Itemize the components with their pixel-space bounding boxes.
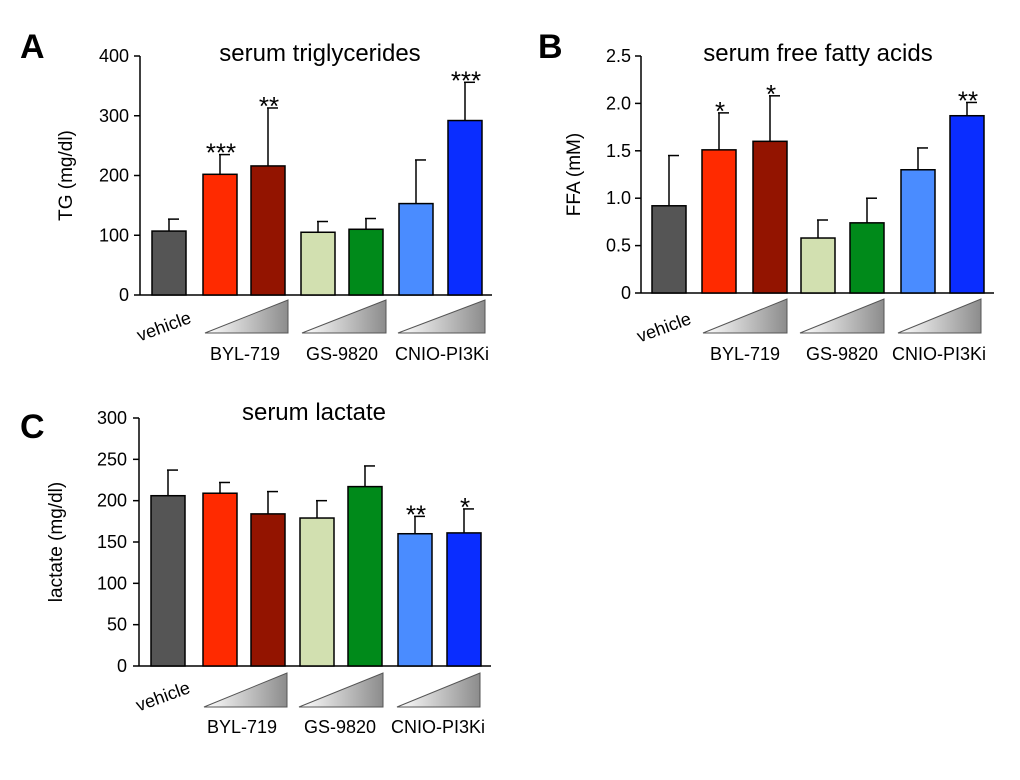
bar	[800, 237, 836, 294]
chart-title: serum triglycerides	[219, 40, 420, 67]
group-label: GS-9820	[806, 344, 878, 364]
y-tick-label: 0	[117, 656, 127, 676]
y-tick-label: 1.0	[606, 188, 631, 208]
panel-label: B	[538, 28, 563, 66]
bar	[447, 119, 483, 296]
y-tick-label: 0	[621, 283, 631, 303]
group-label: BYL-719	[207, 717, 277, 737]
bar	[202, 492, 238, 667]
significance-label: *	[715, 96, 725, 126]
dose-triangle	[897, 298, 982, 334]
bar	[397, 532, 433, 667]
y-tick-label: 200	[97, 491, 127, 511]
bar	[150, 494, 186, 667]
dose-triangle	[301, 299, 387, 334]
significance-label: **	[259, 91, 279, 121]
y-tick-label: 50	[107, 615, 127, 635]
bar	[651, 205, 687, 294]
significance-label: **	[958, 85, 978, 115]
y-tick-label: 400	[99, 46, 129, 66]
significance-label: ***	[206, 138, 236, 168]
dose-triangle	[397, 299, 486, 334]
group-label: BYL-719	[210, 344, 280, 364]
bar	[348, 228, 384, 296]
bar	[250, 513, 286, 667]
chart-title: serum free fatty acids	[703, 40, 932, 67]
bar	[398, 202, 434, 296]
y-axis-label: lactate (mg/dl)	[46, 482, 67, 602]
bar	[250, 165, 286, 296]
dose-triangle	[203, 672, 288, 708]
y-tick-label: 100	[99, 225, 129, 245]
y-tick-label: 2.0	[606, 93, 631, 113]
dose-triangle	[204, 299, 289, 334]
group-label: BYL-719	[710, 344, 780, 364]
bar	[949, 114, 985, 294]
y-tick-label: 300	[97, 408, 127, 428]
dose-triangle	[396, 672, 481, 708]
bar	[151, 230, 187, 296]
bar	[300, 231, 336, 296]
y-tick-label: 250	[97, 449, 127, 469]
dose-triangle	[799, 298, 885, 334]
group-label: CNIO-PI3Ki	[395, 344, 489, 364]
bar	[849, 222, 885, 294]
significance-label: *	[766, 79, 776, 109]
bar	[701, 149, 737, 294]
bar	[347, 485, 383, 667]
chart-title: serum lactate	[242, 399, 386, 426]
y-tick-label: 300	[99, 106, 129, 126]
bar	[202, 173, 238, 296]
bar	[752, 140, 788, 294]
y-tick-label: 2.5	[606, 46, 631, 66]
panel-label: C	[20, 408, 45, 446]
dose-triangle	[702, 298, 788, 334]
significance-label: ***	[451, 65, 481, 95]
group-label: CNIO-PI3Ki	[391, 717, 485, 737]
significance-label: *	[460, 492, 470, 522]
group-label: CNIO-PI3Ki	[892, 344, 986, 364]
vehicle-label: vehicle	[634, 308, 693, 346]
bar	[299, 517, 335, 667]
y-axis-label: TG (mg/dl)	[56, 130, 77, 221]
y-tick-label: 100	[97, 573, 127, 593]
y-tick-label: 200	[99, 166, 129, 186]
y-tick-label: 0.5	[606, 236, 631, 256]
bar	[900, 169, 936, 294]
dose-triangle	[298, 672, 384, 708]
panel-label: A	[20, 28, 45, 66]
y-tick-label: 150	[97, 532, 127, 552]
y-axis-label: FFA (mM)	[564, 133, 585, 216]
vehicle-label: vehicle	[133, 677, 192, 715]
group-label: GS-9820	[306, 344, 378, 364]
group-label: GS-9820	[304, 717, 376, 737]
bar	[446, 532, 482, 667]
y-tick-label: 0	[119, 285, 129, 305]
vehicle-label: vehicle	[134, 307, 193, 345]
y-tick-label: 1.5	[606, 141, 631, 161]
significance-label: **	[406, 499, 426, 529]
